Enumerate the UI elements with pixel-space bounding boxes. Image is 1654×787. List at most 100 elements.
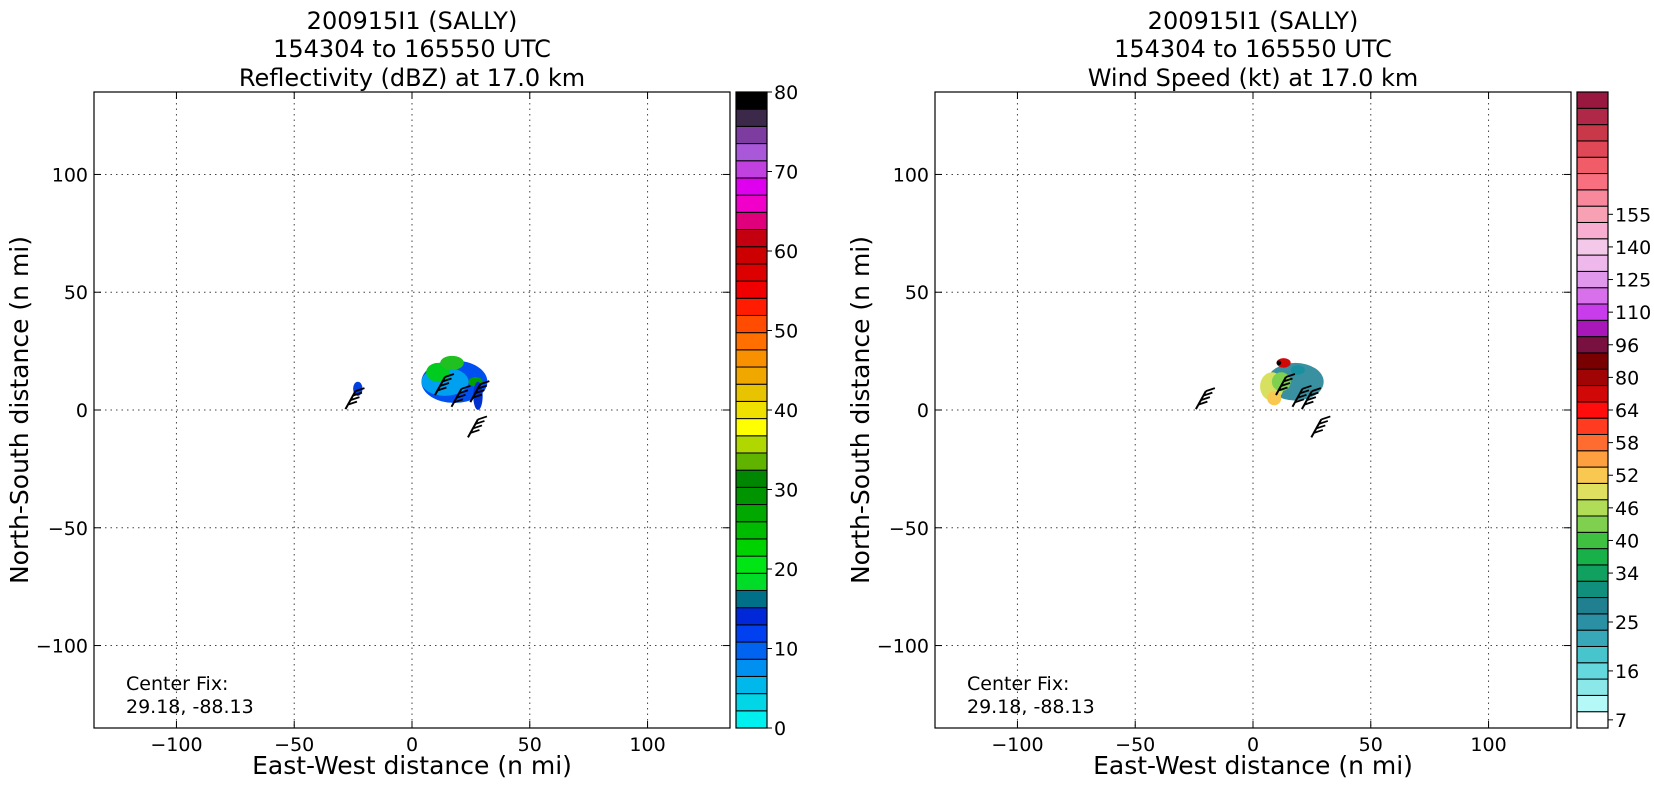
barb-feather <box>1311 387 1322 393</box>
reflectivity-colorbar: 0 10 20 30 40 50 60 70 80 <box>735 82 798 740</box>
colorbar-swatch <box>735 452 768 471</box>
colorbar-swatch <box>1576 156 1609 175</box>
barb-feather <box>470 429 480 434</box>
x-tick-label: −50 <box>1115 734 1155 756</box>
title-line-1: 200915I1 (SALLY) <box>307 7 518 35</box>
colorbar-swatch <box>735 160 768 179</box>
center-fix-label: Center Fix: <box>126 673 228 695</box>
wind-barbs <box>344 373 490 438</box>
barb-feather <box>1306 396 1317 402</box>
colorbar-tick-label: 110 <box>1615 302 1651 324</box>
y-tick-label: −100 <box>36 636 88 658</box>
plot-background <box>94 92 730 728</box>
colorbar-swatch <box>735 693 768 712</box>
colorbar-tick-label: 40 <box>774 400 798 422</box>
colorbar-tick-label: 80 <box>774 82 798 104</box>
barb-feather <box>1294 398 1305 404</box>
colorbar-swatch <box>1576 401 1609 419</box>
colorbar-tick-label: 0 <box>774 718 786 740</box>
center-fix-value: 29.18, -88.13 <box>126 696 254 718</box>
reflectivity-panel: 200915I1 (SALLY) 154304 to 165550 UTC Re… <box>5 7 798 780</box>
colorbar-tick-label: 46 <box>1615 498 1639 520</box>
barb-feather <box>1304 400 1314 406</box>
colorbar-swatch <box>1576 368 1609 387</box>
colorbar-swatch <box>1576 140 1609 158</box>
colorbar-swatch <box>735 555 768 574</box>
wind-barb <box>344 387 365 410</box>
barb-feather <box>456 393 466 399</box>
plot-area: −100 −50 0 50 100 −100 −50 0 50 100 <box>877 91 1572 756</box>
x-axis-label: East-West distance (n mi) <box>1093 751 1413 780</box>
colorbar-swatch <box>1576 548 1609 566</box>
x-tick-label: 0 <box>406 734 418 756</box>
colorbar-swatch <box>1576 352 1609 370</box>
barb-feather <box>480 380 490 385</box>
colorbar-swatch <box>1576 433 1609 452</box>
y-tick-label: −50 <box>889 518 929 540</box>
y-tick-label: −100 <box>877 636 929 658</box>
colorbar-swatch <box>1576 254 1609 272</box>
colorbar-swatch <box>1576 613 1609 631</box>
wind-barbs <box>1195 373 1331 438</box>
colorbar-swatch <box>735 143 768 162</box>
colorbar-swatch <box>735 521 768 540</box>
colorbar-swatch <box>735 91 768 110</box>
colorbar-tick-label: 60 <box>774 241 798 263</box>
colorbar-swatch <box>735 263 768 282</box>
colorbar-swatch <box>1576 124 1609 142</box>
axis-ticks: −100 −50 0 50 100 −100 −50 0 50 100 <box>877 92 1571 756</box>
colorbar-swatch <box>735 504 768 523</box>
barb-feather <box>1198 400 1208 406</box>
colorbar-tick-label: 40 <box>1615 530 1639 552</box>
wind-barb <box>1310 415 1331 438</box>
colorbar-swatch <box>735 177 768 196</box>
barb-feather <box>461 384 471 390</box>
y-axis-label: North-South distance (n mi) <box>5 236 34 584</box>
colorbar-tick-label: 50 <box>774 321 798 343</box>
y-tick-label: −50 <box>48 518 88 540</box>
barb-feather <box>472 393 483 399</box>
colorbar-swatch <box>735 366 768 385</box>
colorbar-swatch <box>735 332 768 351</box>
colorbar-swatch <box>735 108 768 127</box>
colorbar-swatch <box>735 194 768 213</box>
colorbar-swatch <box>735 349 768 368</box>
x-tick-label: 100 <box>629 734 665 756</box>
echo-cell <box>1290 365 1305 375</box>
barb-feather <box>1205 387 1216 393</box>
wind-barb <box>467 415 488 438</box>
title-line-3: Reflectivity (dBZ) at 17.0 km <box>239 64 585 92</box>
colorbar-tick-label: 30 <box>774 480 798 502</box>
x-tick-label: 50 <box>518 734 542 756</box>
echo-cell <box>1276 360 1282 366</box>
x-tick-label: 50 <box>1359 734 1383 756</box>
x-tick-label: −100 <box>150 734 202 756</box>
colorbar-swatch <box>1576 270 1609 289</box>
center-fix-label: Center Fix: <box>967 673 1069 695</box>
barb-feather <box>1278 386 1288 392</box>
barb-feather <box>1297 393 1307 399</box>
colorbar-swatch <box>1576 417 1609 435</box>
barb-feather <box>458 389 469 395</box>
plot-background <box>935 92 1571 728</box>
colorbar-tick-label: 70 <box>774 162 798 184</box>
colorbar-tick-label: 20 <box>774 559 798 581</box>
colorbar-tick-label: 64 <box>1615 400 1639 422</box>
barb-feather <box>437 386 447 392</box>
colorbar-swatch <box>1576 319 1609 338</box>
barb-feather <box>352 391 363 397</box>
colorbar-tick-label: 125 <box>1615 270 1651 292</box>
colorbar-swatch <box>1576 385 1609 403</box>
title-line-3: Wind Speed (kt) at 17.0 km <box>1088 64 1419 92</box>
colorbar-swatch <box>735 469 768 488</box>
barb-feather <box>1316 424 1326 430</box>
colorbar-swatch <box>735 710 768 729</box>
barb-feather <box>442 377 452 383</box>
x-tick-label: 0 <box>1247 734 1259 756</box>
colorbar-swatch <box>1576 336 1609 354</box>
barb-feather <box>1200 396 1211 402</box>
barb-feather <box>350 396 360 402</box>
colorbar-swatch <box>735 641 768 660</box>
echo-cell <box>1267 391 1282 406</box>
